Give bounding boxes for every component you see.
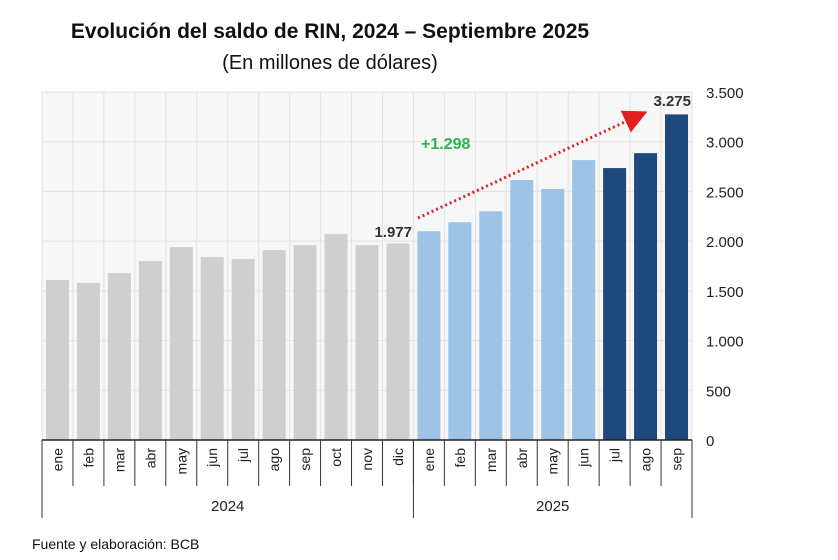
bar-feb: [448, 222, 472, 440]
bar-may: [541, 188, 565, 440]
x-tick-label: may: [173, 448, 189, 474]
x-tick-label: may: [545, 448, 561, 474]
y-tick-label: 1.000: [706, 334, 744, 351]
bar-ene: [417, 231, 441, 440]
bar-jul: [231, 259, 255, 440]
y-tick-label: 3.500: [706, 85, 744, 102]
x-tick-label: jun: [204, 448, 220, 468]
x-tick-label: nov: [359, 448, 375, 471]
x-tick-label: jul: [607, 448, 623, 463]
y-tick-label: 1.500: [706, 284, 744, 301]
x-tick-label: feb: [80, 448, 96, 468]
y-tick-label: 500: [706, 383, 731, 400]
bar-oct: [324, 234, 348, 440]
chart-subtitle: (En millones de dólares): [222, 52, 438, 74]
x-tick-label: feb: [452, 448, 468, 468]
bar-feb: [76, 282, 100, 440]
bar-may: [169, 247, 193, 440]
bar-jul: [603, 168, 627, 440]
change-label: +1.298: [421, 136, 470, 153]
y-tick-label: 0: [706, 433, 714, 450]
x-tick-label: ago: [266, 448, 282, 472]
bar-nov: [355, 245, 379, 440]
y-tick-label: 2.000: [706, 234, 744, 251]
group-label-2024: 2024: [211, 498, 244, 515]
start-value-label: 1.977: [374, 224, 412, 241]
chart-title: Evolución del saldo de RIN, 2024 – Septi…: [70, 20, 590, 43]
bar-sep: [665, 114, 689, 440]
y-tick-label: 2.500: [706, 184, 744, 201]
x-tick-label: sep: [669, 448, 685, 471]
bar-abr: [510, 179, 534, 440]
source-note: Fuente y elaboración: BCB: [32, 536, 200, 552]
growth-arrow: [417, 110, 648, 220]
x-tick-label: abr: [514, 448, 530, 469]
group-label-2025: 2025: [536, 498, 569, 515]
bar-jun: [200, 257, 224, 440]
bar-abr: [138, 261, 162, 440]
y-tick-label: 3.000: [706, 135, 744, 152]
x-tick-label: dic: [390, 448, 406, 466]
x-tick-label: mar: [111, 448, 127, 472]
bar-jun: [572, 160, 596, 440]
x-tick-label: jul: [235, 448, 251, 463]
x-tick-label: ago: [638, 448, 654, 472]
bar-dic: [386, 243, 410, 440]
x-tick-label: sep: [297, 448, 313, 471]
x-tick-label: jun: [576, 448, 592, 468]
x-tick-label: ene: [421, 448, 437, 472]
end-value-label: 3.275: [653, 93, 691, 110]
x-tick-label: mar: [483, 448, 499, 472]
bar-mar: [479, 211, 503, 440]
bar-ago: [262, 250, 286, 440]
x-tick-label: abr: [142, 448, 158, 469]
x-tick-label: ene: [49, 448, 65, 472]
x-tick-label: oct: [328, 448, 344, 467]
bar-mar: [107, 272, 131, 440]
bar-ene: [45, 279, 69, 440]
bar-sep: [293, 245, 317, 440]
bar-ago: [634, 153, 658, 441]
